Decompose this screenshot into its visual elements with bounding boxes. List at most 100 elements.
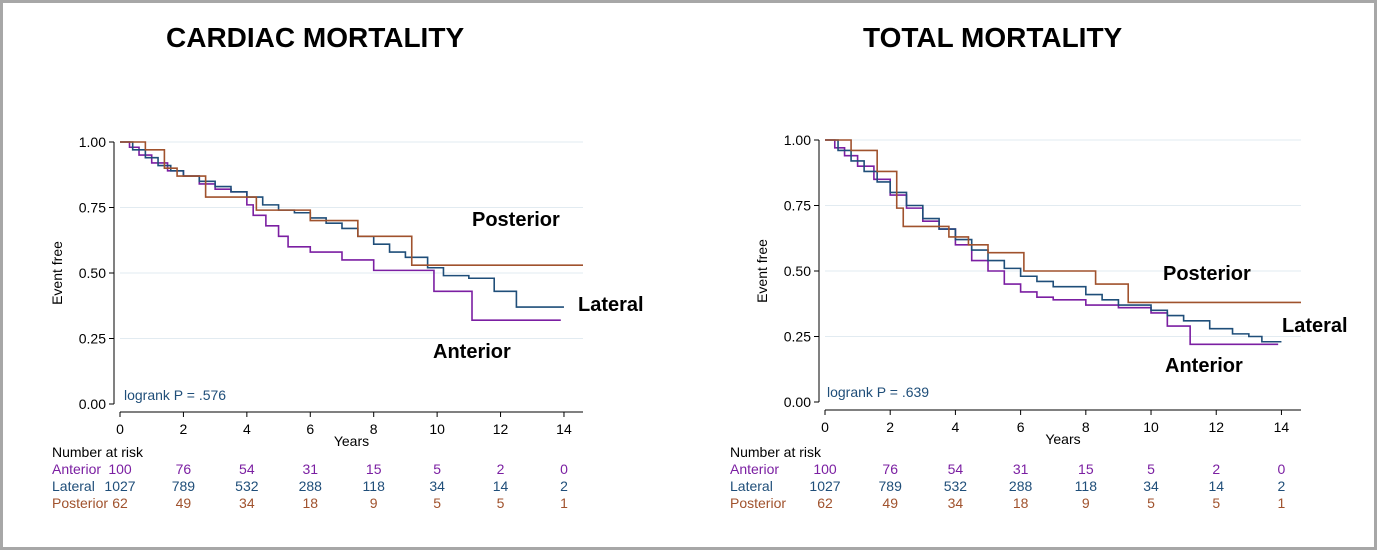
x-axis-title: Years bbox=[334, 433, 369, 449]
km-curve-lateral bbox=[120, 141, 564, 308]
risk-cell: 54 bbox=[239, 461, 255, 477]
y-tick-label: 0.00 bbox=[79, 396, 106, 412]
risk-cell: 288 bbox=[1009, 478, 1033, 494]
x-tick-label: 0 bbox=[116, 421, 124, 437]
risk-cell: 5 bbox=[1147, 495, 1155, 511]
km-curve-anterior bbox=[120, 141, 561, 321]
km-chart-cardiac: 0.000.250.500.751.000 2 4 6 8 10 12 14YearsEven… bbox=[49, 134, 644, 511]
x-tick-label: 12 bbox=[1208, 419, 1224, 435]
chart-title-cardiac: CARDIAC MORTALITY bbox=[166, 22, 465, 53]
risk-cell: 49 bbox=[882, 495, 898, 511]
risk-cell: 2 bbox=[1278, 478, 1286, 494]
risk-cell: 15 bbox=[1078, 461, 1094, 477]
y-tick-label: 0.00 bbox=[784, 394, 811, 410]
risk-cell: 1027 bbox=[104, 478, 135, 494]
group-label-lateral: Lateral bbox=[578, 294, 644, 316]
group-label-posterior: Posterior bbox=[472, 209, 560, 231]
risk-cell: 18 bbox=[1013, 495, 1029, 511]
risk-cell: 54 bbox=[948, 461, 964, 477]
y-tick-label: 1.00 bbox=[784, 132, 811, 148]
risk-cell: 34 bbox=[239, 495, 255, 511]
x-tick-label: 8 bbox=[370, 421, 378, 437]
risk-table-header: Number at risk bbox=[730, 444, 822, 460]
risk-cell: 34 bbox=[948, 495, 964, 511]
risk-cell: 9 bbox=[1082, 495, 1090, 511]
risk-cell: 5 bbox=[1147, 461, 1155, 477]
x-tick-label: 14 bbox=[556, 421, 572, 437]
risk-cell: 62 bbox=[817, 495, 833, 511]
km-curve-posterior bbox=[120, 141, 583, 266]
risk-cell: 100 bbox=[813, 461, 837, 477]
risk-cell: 5 bbox=[497, 495, 505, 511]
risk-cell: 118 bbox=[363, 478, 386, 494]
logrank-annotation: logrank P = .576 bbox=[124, 387, 226, 403]
risk-row-label: Posterior bbox=[52, 495, 108, 511]
risk-cell: 100 bbox=[108, 461, 132, 477]
x-axis-title: Years bbox=[1045, 431, 1080, 447]
risk-cell: 532 bbox=[944, 478, 968, 494]
risk-table-header: Number at risk bbox=[52, 444, 144, 460]
group-label-lateral: Lateral bbox=[1282, 315, 1348, 337]
group-label-anterior: Anterior bbox=[433, 341, 511, 363]
risk-cell: 76 bbox=[882, 461, 898, 477]
km-chart-total: 0.000.250.500.751.000 2 4 6 8 10 12 14YearsEven… bbox=[730, 132, 1348, 511]
risk-cell: 14 bbox=[1208, 478, 1224, 494]
x-tick-label: 6 bbox=[1017, 419, 1025, 435]
km-curve-lateral bbox=[825, 139, 1282, 343]
risk-cell: 18 bbox=[302, 495, 318, 511]
x-tick-label: 8 bbox=[1082, 419, 1090, 435]
km-curve-anterior bbox=[825, 139, 1279, 346]
y-tick-label: 0.75 bbox=[784, 198, 811, 214]
x-tick-label: 0 bbox=[821, 419, 829, 435]
risk-cell: 1 bbox=[560, 495, 568, 511]
group-label-anterior: Anterior bbox=[1165, 355, 1243, 377]
risk-row-label: Lateral bbox=[730, 478, 773, 494]
risk-cell: 789 bbox=[172, 478, 196, 494]
risk-cell: 1 bbox=[1278, 495, 1286, 511]
x-tick-label: 10 bbox=[429, 421, 445, 437]
risk-cell: 34 bbox=[429, 478, 445, 494]
risk-cell: 532 bbox=[235, 478, 259, 494]
risk-cell: 5 bbox=[1212, 495, 1220, 511]
risk-cell: 62 bbox=[112, 495, 128, 511]
x-tick-label: 4 bbox=[243, 421, 251, 437]
risk-cell: 5 bbox=[433, 495, 441, 511]
y-tick-label: 0.25 bbox=[79, 331, 106, 347]
risk-cell: 15 bbox=[366, 461, 382, 477]
group-label-posterior: Posterior bbox=[1163, 263, 1251, 285]
risk-cell: 5 bbox=[433, 461, 441, 477]
y-tick-label: 1.00 bbox=[79, 134, 106, 150]
chart-title-total: TOTAL MORTALITY bbox=[863, 22, 1123, 53]
risk-row-label: Posterior bbox=[730, 495, 786, 511]
x-tick-label: 6 bbox=[306, 421, 314, 437]
risk-cell: 2 bbox=[560, 478, 568, 494]
y-axis-title: Event free bbox=[754, 239, 770, 303]
risk-row-label: Lateral bbox=[52, 478, 95, 494]
y-tick-label: 0.50 bbox=[79, 265, 106, 281]
risk-cell: 2 bbox=[1212, 461, 1220, 477]
risk-cell: 789 bbox=[879, 478, 903, 494]
km-curve-posterior bbox=[825, 139, 1301, 304]
risk-cell: 14 bbox=[493, 478, 509, 494]
y-tick-label: 0.75 bbox=[79, 200, 106, 216]
risk-cell: 118 bbox=[1075, 478, 1098, 494]
y-tick-label: 0.25 bbox=[784, 329, 811, 345]
risk-cell: 2 bbox=[497, 461, 505, 477]
risk-cell: 76 bbox=[176, 461, 192, 477]
risk-cell: 1027 bbox=[809, 478, 840, 494]
risk-row-label: Anterior bbox=[730, 461, 779, 477]
risk-row-label: Anterior bbox=[52, 461, 101, 477]
risk-cell: 31 bbox=[302, 461, 318, 477]
logrank-annotation: logrank P = .639 bbox=[827, 384, 929, 400]
risk-cell: 31 bbox=[1013, 461, 1029, 477]
risk-cell: 0 bbox=[560, 461, 568, 477]
x-tick-label: 10 bbox=[1143, 419, 1159, 435]
risk-cell: 288 bbox=[299, 478, 323, 494]
y-tick-label: 0.50 bbox=[784, 263, 811, 279]
risk-cell: 9 bbox=[370, 495, 378, 511]
risk-cell: 34 bbox=[1143, 478, 1159, 494]
x-tick-label: 14 bbox=[1274, 419, 1290, 435]
y-axis-title: Event free bbox=[49, 241, 65, 305]
risk-cell: 49 bbox=[176, 495, 192, 511]
